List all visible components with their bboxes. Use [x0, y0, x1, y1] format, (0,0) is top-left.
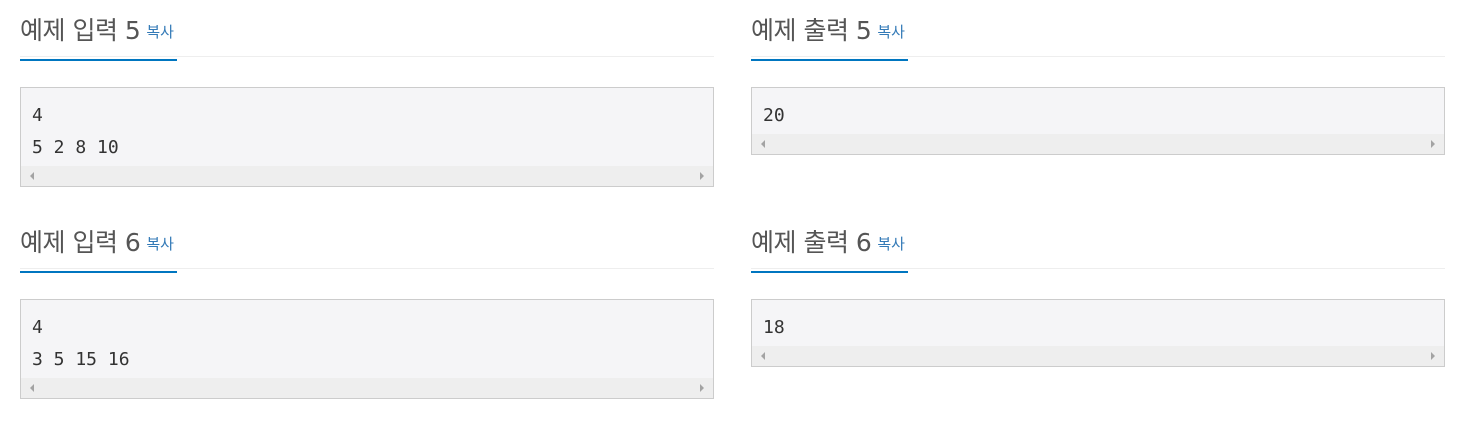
sample-input-6-headline: 예제 입력 6 복사 [20, 212, 714, 273]
sample-input-5-horizontal-scrollbar[interactable] [21, 166, 713, 186]
sample-input-6-horizontal-scrollbar[interactable] [21, 378, 713, 398]
sample-output-5-box: 20 [751, 87, 1445, 155]
sample-input-5-headline: 예제 입력 5 복사 [20, 0, 714, 61]
sample-output-6-horizontal-scrollbar[interactable] [752, 346, 1444, 366]
sample-input-6-section: 예제 입력 6 복사 4 3 5 15 16 [20, 212, 714, 399]
scroll-left-arrow-icon[interactable] [30, 172, 34, 180]
sample-output-5-headline: 예제 출력 5 복사 [751, 0, 1445, 61]
scroll-right-arrow-icon[interactable] [700, 384, 704, 392]
sample-output-6-headline: 예제 출력 6 복사 [751, 212, 1445, 273]
scroll-right-arrow-icon[interactable] [1431, 140, 1435, 148]
sample-output-5-title-underline: 예제 출력 5 복사 [751, 11, 908, 61]
scroll-left-arrow-icon[interactable] [761, 140, 765, 148]
scroll-right-arrow-icon[interactable] [1431, 352, 1435, 360]
sample-output-5-title: 예제 출력 5 [751, 16, 872, 45]
sample-input-5-text: 4 5 2 8 10 [32, 105, 119, 158]
sample-output-6-title-underline: 예제 출력 6 복사 [751, 223, 908, 273]
scroll-left-arrow-icon[interactable] [761, 352, 765, 360]
sample-output-5-text: 20 [763, 105, 785, 126]
sample-output-5-section: 예제 출력 5 복사 20 [751, 0, 1445, 155]
sample-output-6-text: 18 [763, 317, 785, 338]
sample-input-5-box: 4 5 2 8 10 [20, 87, 714, 187]
sample-input-6-title-underline: 예제 입력 6 복사 [20, 223, 177, 273]
scroll-right-arrow-icon[interactable] [700, 172, 704, 180]
sample-output-6-section: 예제 출력 6 복사 18 [751, 212, 1445, 367]
copy-sample-input-5-link[interactable]: 복사 [146, 23, 174, 41]
sample-input-5-title-underline: 예제 입력 5 복사 [20, 11, 177, 61]
copy-sample-output-6-link[interactable]: 복사 [877, 235, 905, 253]
sample-input-6-text: 4 3 5 15 16 [32, 317, 130, 370]
sample-output-5-horizontal-scrollbar[interactable] [752, 134, 1444, 154]
sample-input-6-box: 4 3 5 15 16 [20, 299, 714, 399]
sample-input-5-title: 예제 입력 5 [20, 16, 141, 45]
sample-output-6-box: 18 [751, 299, 1445, 367]
sample-input-5-section: 예제 입력 5 복사 4 5 2 8 10 [20, 0, 714, 187]
copy-sample-input-6-link[interactable]: 복사 [146, 235, 174, 253]
copy-sample-output-5-link[interactable]: 복사 [877, 23, 905, 41]
sample-input-6-title: 예제 입력 6 [20, 228, 141, 257]
scroll-left-arrow-icon[interactable] [30, 384, 34, 392]
sample-output-6-title: 예제 출력 6 [751, 228, 872, 257]
